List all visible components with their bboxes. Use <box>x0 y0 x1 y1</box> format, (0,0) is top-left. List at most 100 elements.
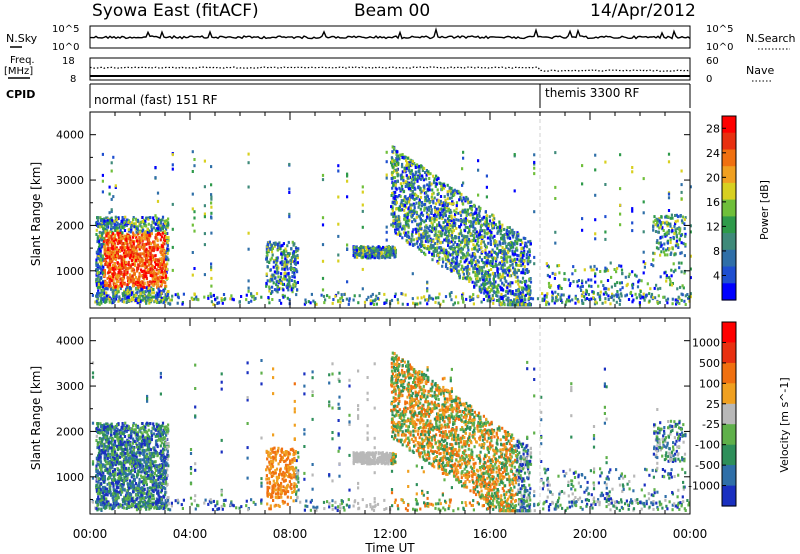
range-gate-cell <box>478 209 481 213</box>
range-gate-cell <box>391 205 394 209</box>
range-gate-cell <box>689 267 692 271</box>
range-gate-cell <box>654 230 658 233</box>
range-gate-cell <box>447 241 450 245</box>
range-gate-cell <box>444 258 447 261</box>
range-gate-cell <box>509 255 512 259</box>
range-gate-cell <box>684 244 687 248</box>
range-gate-cell <box>291 290 294 294</box>
range-gate-cell <box>159 300 162 304</box>
range-gate-cell <box>456 191 459 195</box>
range-gate-cell <box>112 286 115 290</box>
range-gate-cell <box>485 255 488 259</box>
range-gate-cell <box>635 274 638 278</box>
range-gate-cell <box>536 297 540 301</box>
range-gate-cell <box>480 239 483 243</box>
range-gate-cell <box>276 287 279 291</box>
range-gate-cell <box>455 189 458 193</box>
range-gate-cell <box>160 260 164 263</box>
range-gate-cell <box>611 294 614 298</box>
range-gate-cell <box>499 225 502 229</box>
range-gate-cell <box>286 267 289 271</box>
range-gate-cell <box>449 266 452 270</box>
range-gate-cell <box>678 301 681 305</box>
range-gate-cell <box>395 161 398 165</box>
range-gate-cell <box>450 224 453 228</box>
range-gate-cell <box>468 220 471 224</box>
range-gate-cell <box>161 215 165 219</box>
range-gate-cell <box>127 295 130 299</box>
range-gate-cell <box>384 256 387 260</box>
range-gate-cell <box>478 255 481 259</box>
range-gate-cell <box>478 285 481 289</box>
range-gate-cell <box>145 236 148 240</box>
range-gate-cell <box>395 219 399 223</box>
range-gate-cell <box>163 242 166 246</box>
range-gate-cell <box>594 274 597 278</box>
range-gate-cell <box>508 269 511 273</box>
range-gate-cell <box>107 283 111 287</box>
range-gate-cell <box>506 232 509 236</box>
range-gate-cell <box>629 290 633 294</box>
range-gate-cell <box>513 231 516 234</box>
range-gate-cell <box>451 200 454 204</box>
range-gate-cell <box>471 261 474 264</box>
range-gate-cell <box>296 270 299 274</box>
range-gate-cell <box>474 239 477 243</box>
range-gate-cell <box>372 255 375 259</box>
range-gate-cell <box>144 290 147 294</box>
range-gate-cell <box>274 259 277 262</box>
range-gate-cell <box>648 292 651 296</box>
range-gate-cell <box>479 235 482 239</box>
range-gate-cell <box>441 240 444 244</box>
range-gate-cell <box>147 254 150 258</box>
range-gate-cell <box>126 243 129 247</box>
range-gate-cell <box>138 230 141 234</box>
range-gate-cell <box>389 250 392 254</box>
range-gate-cell <box>138 289 141 293</box>
range-gate-cell <box>526 271 529 274</box>
range-gate-cell <box>158 292 161 296</box>
range-gate-cell <box>447 244 450 247</box>
range-gate-cell <box>478 214 481 218</box>
range-gate-cell <box>470 295 473 299</box>
range-gate-cell <box>661 235 664 239</box>
range-gate-cell <box>413 198 416 201</box>
range-gate-cell <box>109 221 112 224</box>
range-gate-cell <box>503 303 506 307</box>
range-gate-cell <box>148 245 151 249</box>
range-gate-cell <box>684 303 687 306</box>
range-gate-cell <box>96 219 99 223</box>
range-gate-cell <box>129 250 132 254</box>
range-gate-cell <box>129 280 132 284</box>
range-gate-cell <box>393 193 396 197</box>
range-gate-cell <box>440 184 443 188</box>
range-gate-cell <box>155 277 158 281</box>
range-gate-cell <box>528 295 531 298</box>
range-gate-cell <box>524 293 527 297</box>
range-gate-cell <box>679 251 682 255</box>
range-gate-cell <box>354 253 357 256</box>
range-gate-cell <box>385 252 388 256</box>
range-gate-cell <box>450 298 453 302</box>
range-gate-cell <box>455 256 458 260</box>
range-gate-cell <box>481 250 484 254</box>
range-gate-cell <box>459 210 462 214</box>
range-gate-cell <box>127 228 130 232</box>
range-gate-cell <box>684 234 687 238</box>
range-gate-cell <box>677 261 681 265</box>
range-gate-cell <box>407 219 410 223</box>
range-gate-cell <box>501 273 504 277</box>
range-gate-cell <box>411 213 414 217</box>
range-gate-cell <box>478 287 481 291</box>
range-gate-cell <box>448 196 452 200</box>
range-gate-cell <box>101 285 105 289</box>
range-gate-cell <box>141 281 144 285</box>
range-gate-cell <box>666 239 669 243</box>
range-gate-cell <box>464 217 467 221</box>
range-gate-cell <box>674 298 677 302</box>
range-gate-cell <box>162 280 165 283</box>
range-gate-cell <box>508 289 511 293</box>
range-gate-cell <box>679 214 682 217</box>
range-gate-cell <box>406 162 409 166</box>
